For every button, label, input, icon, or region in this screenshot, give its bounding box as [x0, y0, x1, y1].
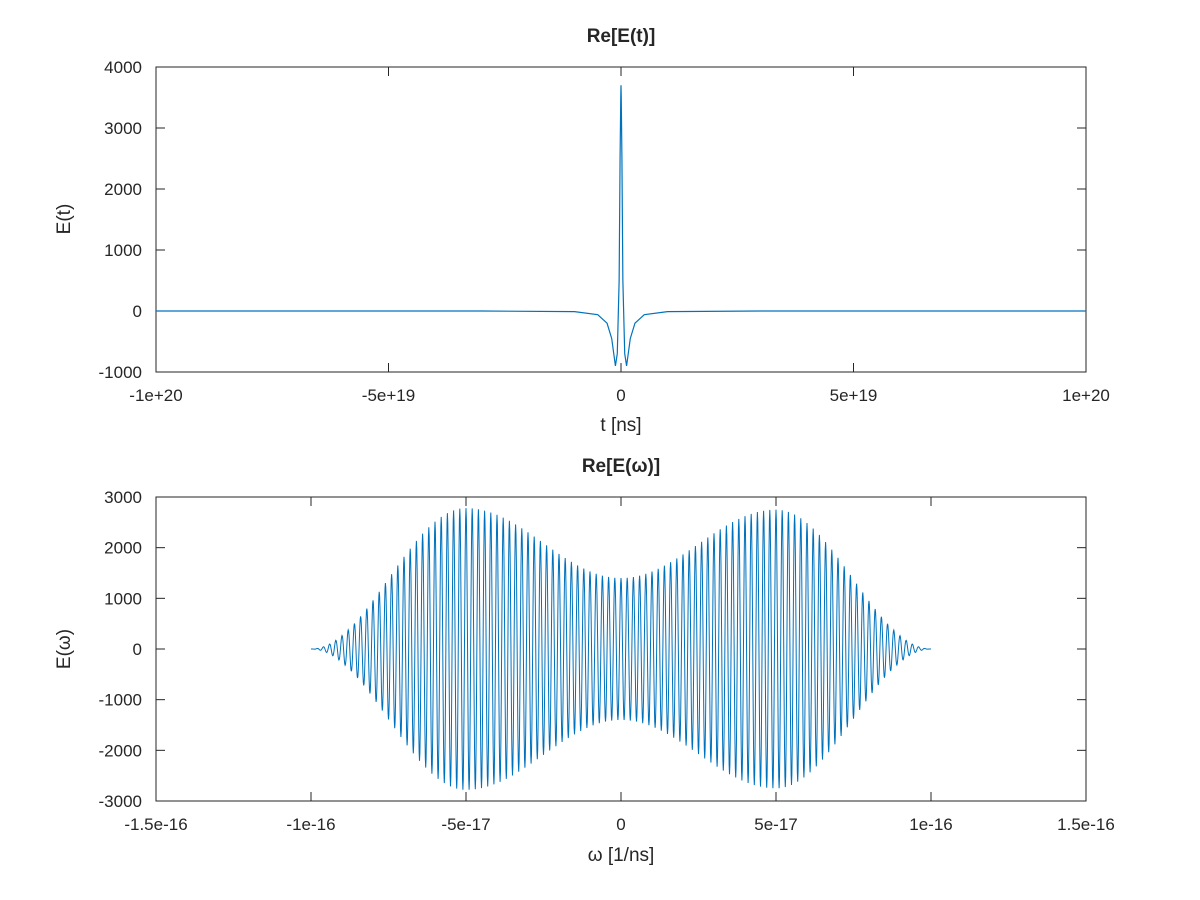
x-tick-label: 1e+20: [1062, 386, 1110, 405]
y-tick-label: 1000: [104, 589, 142, 608]
x-tick-label: -1e+20: [129, 386, 182, 405]
x-tick-label: 1e-16: [909, 815, 952, 834]
series-line-frequency: [311, 508, 931, 790]
subplot-frequency-domain: Re[E(ω)] -1.5e-16 -1e-16 -5e-17 0 5e-17 1e-16…: [54, 456, 1115, 866]
x-tick-label: -5e+19: [362, 386, 415, 405]
y-tick-label: 2000: [104, 180, 142, 199]
plot-title-time: Re[E(t)]: [587, 26, 656, 47]
subplot-time-domain: Re[E(t)] -1e+20 -5e+19 0 5e+19 1e+20 -1000 0 10…: [54, 26, 1110, 436]
x-axis-label-time: t [ns]: [600, 415, 641, 436]
y-tick-label: 4000: [104, 58, 142, 77]
y-tick-label: -1000: [99, 691, 142, 710]
ticks-frequency: -1.5e-16 -1e-16 -5e-17 0 5e-17 1e-16 1.5e-16 -3…: [99, 488, 1115, 834]
y-tick-label: 0: [133, 302, 142, 321]
x-tick-label: -1.5e-16: [124, 815, 187, 834]
y-tick-label: -2000: [99, 741, 142, 760]
x-axis-label-frequency: ω [1/ns]: [588, 845, 655, 866]
x-tick-label: -5e-17: [441, 815, 490, 834]
x-tick-label: 0: [616, 386, 625, 405]
x-tick-label: 1.5e-16: [1057, 815, 1115, 834]
x-tick-label: -1e-16: [286, 815, 335, 834]
y-tick-label: 3000: [104, 488, 142, 507]
ticks-time: -1e+20 -5e+19 0 5e+19 1e+20 -1000 0 1000 2000 300…: [99, 58, 1110, 405]
y-axis-label-frequency: E(ω): [54, 629, 75, 669]
y-tick-label: 1000: [104, 241, 142, 260]
y-tick-label: 0: [133, 640, 142, 659]
plot-title-frequency: Re[E(ω)]: [582, 456, 660, 477]
y-axis-label-time: E(t): [54, 204, 75, 235]
x-tick-label: 5e+19: [830, 386, 878, 405]
y-tick-label: -3000: [99, 792, 142, 811]
y-tick-label: 2000: [104, 539, 142, 558]
y-tick-label: 3000: [104, 119, 142, 138]
x-tick-label: 0: [616, 815, 625, 834]
y-tick-label: -1000: [99, 363, 142, 382]
series-line-time: [156, 85, 1086, 366]
x-tick-label: 5e-17: [754, 815, 797, 834]
